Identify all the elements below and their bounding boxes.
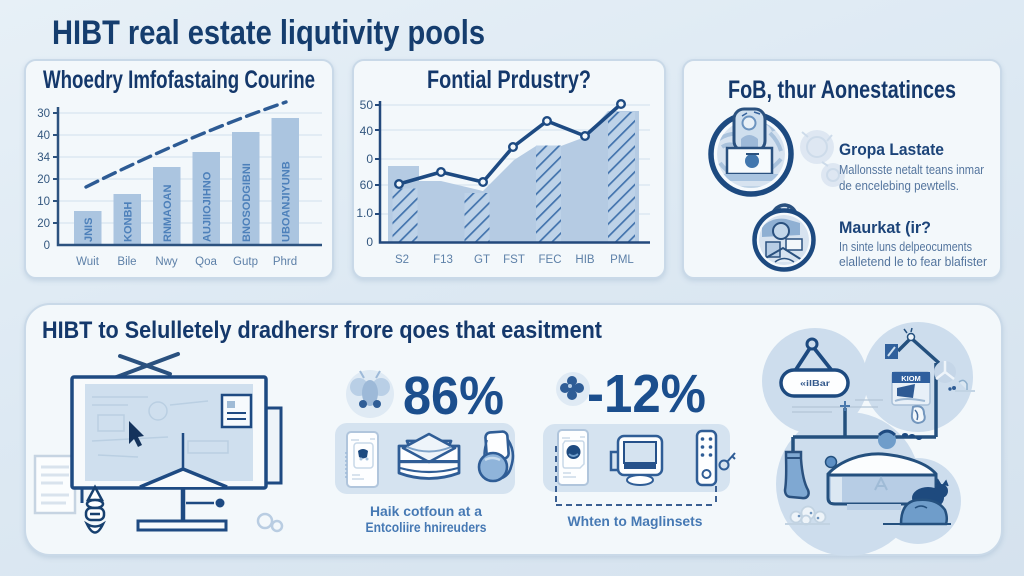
svg-text:UBOANJIYUNB: UBOANJIYUNB — [281, 161, 293, 242]
svg-text:HIBT real estate liqutivity po: HIBT real estate liqutivity pools — [52, 14, 485, 52]
svg-text:KONBH: KONBH — [123, 202, 135, 242]
svg-text:50: 50 — [360, 98, 374, 112]
svg-text:30: 30 — [37, 108, 50, 120]
svg-text:10: 10 — [37, 196, 50, 208]
svg-text:BNOSODGIBNI: BNOSODGIBNI — [241, 163, 253, 242]
svg-text:Nwy: Nwy — [155, 256, 178, 268]
svg-text:In sinte luns delpeocuments: In sinte luns delpeocuments — [839, 240, 972, 254]
svg-text:Entcoliire hnireuders: Entcoliire hnireuders — [366, 520, 487, 535]
svg-text:Maurkat (ir?: Maurkat (ir? — [839, 218, 931, 237]
svg-text:0: 0 — [366, 152, 373, 166]
svg-text:FoB, thur Aonestatinces: FoB, thur Aonestatinces — [728, 76, 956, 104]
svg-text:34: 34 — [37, 152, 50, 164]
svg-text:FST: FST — [503, 254, 525, 266]
svg-text:1.0: 1.0 — [356, 206, 373, 220]
svg-text:40: 40 — [37, 130, 50, 142]
svg-text:KIOM: KIOM — [901, 374, 921, 383]
svg-text:Haik cotfoun at a: Haik cotfoun at a — [370, 504, 483, 519]
svg-text:-12%: -12% — [587, 364, 706, 424]
svg-text:86%: 86% — [403, 366, 504, 426]
svg-text:Wuit: Wuit — [76, 256, 100, 268]
svg-text:Bile: Bile — [117, 256, 136, 268]
svg-text:Whoedry Imfofastaing Courine: Whoedry Imfofastaing Courine — [43, 66, 315, 94]
svg-text:20: 20 — [37, 218, 50, 230]
svg-text:elalletend le to fear blafiste: elalletend le to fear blafister — [839, 255, 987, 269]
svg-text:Mallonsste netalt teans inmar: Mallonsste netalt teans inmar — [839, 163, 984, 177]
svg-text:RNMAOAN: RNMAOAN — [162, 185, 174, 242]
svg-text:Whten to Maglinsets: Whten to Maglinsets — [568, 514, 703, 529]
svg-text:20: 20 — [37, 174, 50, 186]
svg-text:Phrd: Phrd — [273, 256, 297, 268]
svg-text:Fontial Prdustry?: Fontial Prdustry? — [427, 66, 591, 94]
svg-text:S2: S2 — [395, 254, 409, 266]
svg-text:F13: F13 — [433, 254, 453, 266]
svg-text:Gutp: Gutp — [233, 256, 258, 268]
svg-text:Qoa: Qoa — [195, 256, 217, 268]
svg-text:Gropa Lastate: Gropa Lastate — [839, 141, 944, 159]
svg-text:FEC: FEC — [539, 254, 562, 266]
svg-text:0: 0 — [44, 240, 50, 252]
svg-text:HIBT to Selulletely dradhersr: HIBT to Selulletely dradhersr frore qoes… — [42, 317, 602, 344]
svg-text:PML: PML — [610, 254, 634, 266]
svg-text:de encelebing pewtells.: de encelebing pewtells. — [839, 179, 959, 193]
svg-text:40: 40 — [360, 124, 374, 138]
svg-text:0: 0 — [366, 235, 373, 249]
svg-text:AUJIIOJIHNO: AUJIIOJIHNO — [202, 171, 214, 242]
svg-text:60: 60 — [360, 178, 374, 192]
svg-text:HIB: HIB — [575, 254, 595, 266]
svg-text:GT: GT — [474, 254, 490, 266]
svg-text:«ilBar: «ilBar — [800, 379, 830, 388]
svg-text:JNIS: JNIS — [83, 218, 95, 242]
